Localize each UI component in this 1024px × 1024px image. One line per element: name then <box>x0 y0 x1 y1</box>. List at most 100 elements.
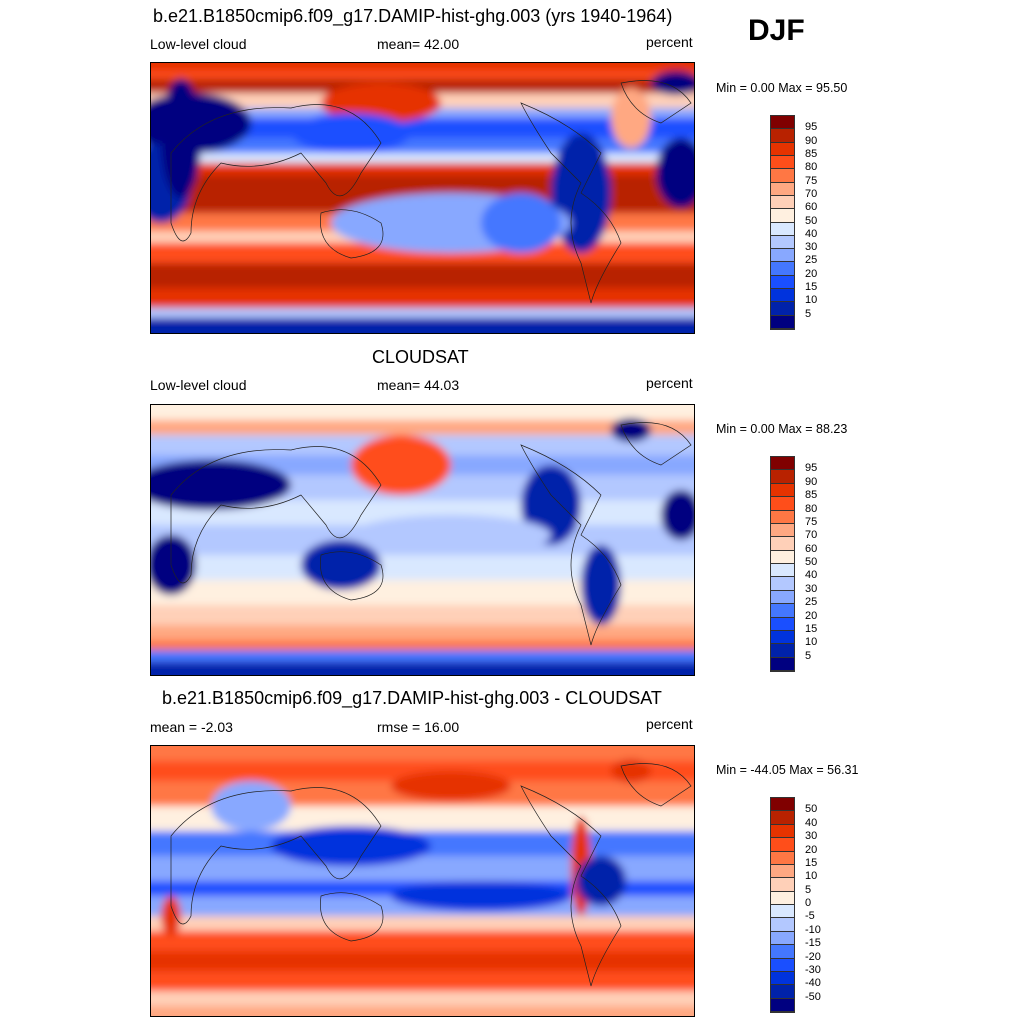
colorbar-box <box>771 617 794 631</box>
colorbar-label: -40 <box>805 977 821 990</box>
field-band <box>151 318 694 333</box>
colorbar-label: 10 <box>805 294 818 307</box>
colorbar-label: 95 <box>805 462 818 475</box>
colorbar-label: 70 <box>805 187 818 200</box>
field-band <box>151 175 694 193</box>
field-band <box>151 931 694 953</box>
colorbar-label: 75 <box>805 174 818 187</box>
colorbar-box <box>771 262 794 276</box>
colorbar-box <box>771 302 794 316</box>
colorbar-box <box>771 604 794 618</box>
colorbar-label: 75 <box>805 515 818 528</box>
field-blob <box>391 771 511 801</box>
field-blob <box>611 88 651 148</box>
panel-3-title: b.e21.B1850cmip6.f09_g17.DAMIP-hist-ghg.… <box>162 688 662 708</box>
field-band <box>151 263 694 290</box>
field-blob <box>151 535 196 595</box>
colorbar-box <box>771 851 794 865</box>
colorbar-label: 40 <box>805 227 818 240</box>
panel-1-mean: mean= 42.00 <box>377 36 460 52</box>
colorbar-label: 5 <box>805 307 812 320</box>
colorbar-box <box>771 275 794 290</box>
colorbar-label: 80 <box>805 502 818 515</box>
colorbar-label: 10 <box>805 870 818 883</box>
field-band <box>151 405 694 422</box>
colorbar-label: 20 <box>805 267 818 280</box>
map-field <box>151 746 694 1016</box>
colorbar-label: 15 <box>805 622 818 635</box>
field-band <box>151 916 694 933</box>
colorbar-label: -10 <box>805 923 821 936</box>
panel-3-colorbar <box>770 797 795 1013</box>
colorbar-box <box>771 798 794 812</box>
panel-2-map <box>150 404 695 676</box>
field-band <box>151 1006 694 1016</box>
panel-1-title: b.e21.B1850cmip6.f09_g17.DAMIP-hist-ghg.… <box>153 6 673 26</box>
field-blob <box>651 71 694 95</box>
colorbar-box <box>771 235 794 250</box>
colorbar-label: -50 <box>805 990 821 1003</box>
colorbar-box <box>771 169 794 183</box>
colorbar-label: 30 <box>805 241 818 254</box>
colorbar-label: -20 <box>805 950 821 963</box>
panel-2-units: percent <box>646 375 693 391</box>
panel-2-title: CLOUDSAT <box>372 347 469 367</box>
map-field <box>151 63 694 333</box>
colorbar-box <box>771 958 794 972</box>
colorbar-label: 30 <box>805 582 818 595</box>
colorbar-label: -30 <box>805 963 821 976</box>
coastline <box>170 422 692 646</box>
colorbar-label: 25 <box>805 596 818 609</box>
field-band <box>151 991 694 1008</box>
panel-3-mean: mean = -2.03 <box>150 719 233 735</box>
colorbar-box <box>771 510 794 524</box>
field-blob <box>151 460 291 510</box>
colorbar-label: 85 <box>805 147 818 160</box>
colorbar-box <box>771 537 794 551</box>
colorbar-box <box>771 222 794 236</box>
colorbar-box <box>771 249 794 263</box>
colorbar-box <box>771 142 794 156</box>
colorbar-box <box>771 864 794 879</box>
colorbar-label: 60 <box>805 201 818 214</box>
panel-1-minmax: Min = 0.00 Max = 95.50 <box>716 81 848 95</box>
field-blob <box>656 138 694 208</box>
field-blob <box>481 193 561 253</box>
colorbar-box <box>771 945 794 959</box>
colorbar-box <box>771 564 794 578</box>
colorbar-box <box>771 129 794 143</box>
colorbar-label: 25 <box>805 254 818 267</box>
field-blob <box>611 418 651 442</box>
map-field <box>151 405 694 675</box>
colorbar-box <box>771 811 794 825</box>
colorbar-label: 90 <box>805 475 818 488</box>
field-blob <box>661 490 694 540</box>
field-blob <box>576 856 626 906</box>
colorbar-label: -5 <box>805 910 815 923</box>
panel-1-units: percent <box>646 34 693 50</box>
panel-1-variable: Low-level cloud <box>150 36 247 52</box>
colorbar-box <box>771 577 794 591</box>
panel-1-map <box>150 62 695 334</box>
field-blob <box>351 435 451 495</box>
field-band <box>151 650 694 664</box>
colorbar-box <box>771 657 794 671</box>
field-blob <box>291 113 411 153</box>
colorbar-box <box>771 195 794 210</box>
panel-3-map <box>150 745 695 1017</box>
colorbar-box <box>771 483 794 498</box>
coastline <box>170 80 692 304</box>
field-band <box>151 288 694 310</box>
field-blob <box>161 896 181 936</box>
panel-2-mean: mean= 44.03 <box>377 377 460 393</box>
colorbar-box <box>771 523 794 538</box>
colorbar-label: 40 <box>805 569 818 582</box>
field-band <box>151 662 694 675</box>
colorbar-box <box>771 470 794 484</box>
panel-2-variable: Low-level cloud <box>150 377 247 393</box>
field-band <box>151 308 694 320</box>
field-band <box>151 118 694 140</box>
field-band <box>151 243 694 265</box>
colorbar-box <box>771 289 794 303</box>
field-band <box>151 63 694 73</box>
